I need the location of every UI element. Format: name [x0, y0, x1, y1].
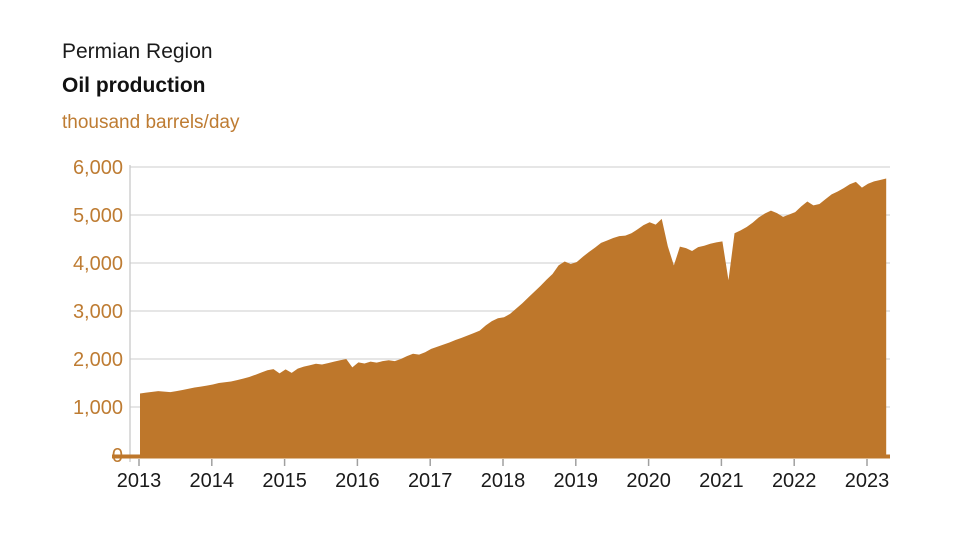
- chart-title: Oil production: [62, 74, 206, 97]
- y-tick-label: 4,000: [73, 253, 123, 275]
- y-tick-label: 3,000: [73, 301, 123, 323]
- x-tick-label: 2018: [481, 470, 526, 492]
- x-tick-label: 2023: [845, 470, 890, 492]
- y-tick-label: 1,000: [73, 397, 123, 419]
- x-tick-label: 2022: [772, 470, 817, 492]
- x-tick-label: 2021: [699, 470, 744, 492]
- x-tick-label: 2014: [190, 470, 235, 492]
- production-area-series: [140, 178, 887, 457]
- x-tick-label: 2016: [335, 470, 380, 492]
- y-tick-label: 6,000: [73, 157, 123, 179]
- chart-unit-label: thousand barrels/day: [62, 112, 240, 133]
- x-tick-label: 2020: [626, 470, 671, 492]
- chart-region-title: Permian Region: [62, 40, 213, 63]
- y-tick-label: 5,000: [73, 205, 123, 227]
- x-tick-label: 2013: [117, 470, 162, 492]
- x-axis-baseline: [112, 454, 890, 459]
- y-tick-label: 2,000: [73, 349, 123, 371]
- x-tick-label: 2017: [408, 470, 453, 492]
- x-tick-label: 2015: [262, 470, 307, 492]
- x-tick-label: 2019: [554, 470, 599, 492]
